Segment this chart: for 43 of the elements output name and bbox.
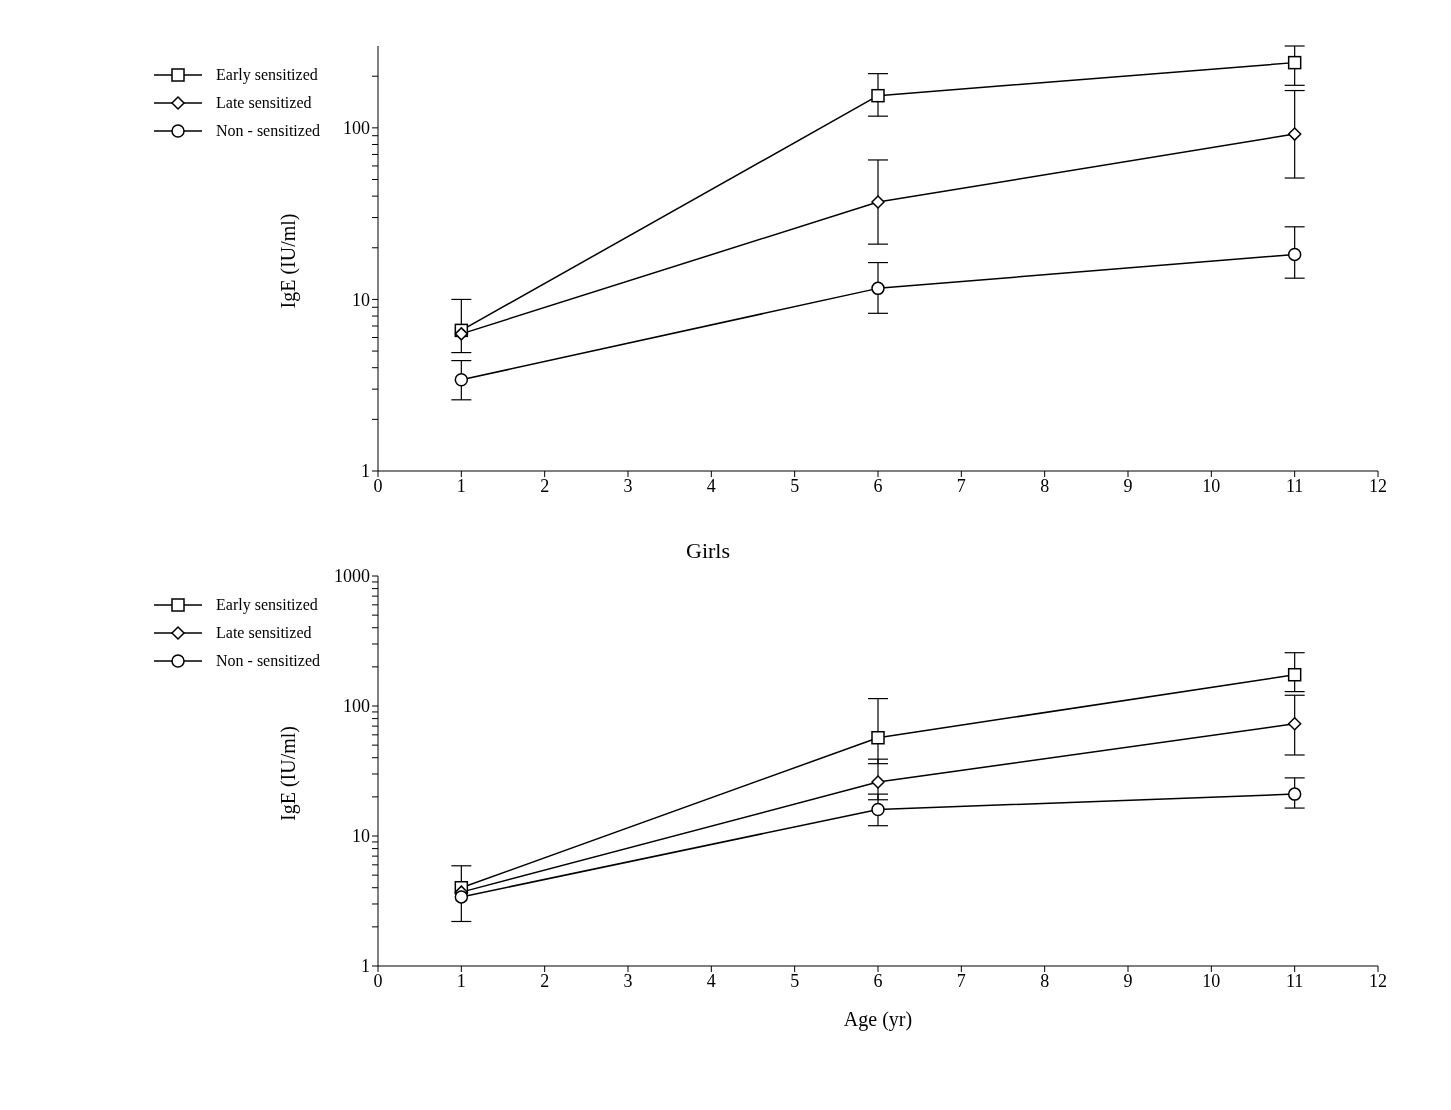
chart-title: Girls xyxy=(685,538,731,565)
legend-label: Non - sensitized xyxy=(216,122,320,140)
legend-label: Late sensitized xyxy=(216,94,312,112)
legend-label: Non - sensitized xyxy=(216,652,320,670)
x-tick-label: 2 xyxy=(540,970,550,991)
y-tick-label: 100 xyxy=(343,696,370,717)
x-tick-label: 12 xyxy=(1369,475,1387,496)
x-tick-label: 6 xyxy=(873,475,883,496)
x-axis-title: Age (yr) xyxy=(843,1008,913,1031)
x-tick-label: 6 xyxy=(873,970,883,991)
x-tick-label: 4 xyxy=(706,970,716,991)
y-tick-label: 1 xyxy=(361,461,370,482)
y-axis-title: IgE (IU/ml) xyxy=(277,726,301,821)
x-tick-label: 10 xyxy=(1202,475,1221,496)
x-tick-label: 0 xyxy=(373,475,383,496)
x-tick-label: 2 xyxy=(540,475,550,496)
x-tick-label: 5 xyxy=(790,970,800,991)
y-tick-label: 10 xyxy=(352,826,370,847)
x-tick-label: 5 xyxy=(790,475,800,496)
x-tick-label: 9 xyxy=(1123,970,1133,991)
x-tick-label: 9 xyxy=(1123,475,1133,496)
y-axis-title: IgE (IU/ml) xyxy=(277,213,301,309)
x-tick-label: 7 xyxy=(956,475,966,496)
x-tick-label: 8 xyxy=(1040,970,1050,991)
x-tick-label: 12 xyxy=(1369,970,1387,991)
x-tick-label: 11 xyxy=(1285,970,1304,991)
x-tick-label: 0 xyxy=(373,970,383,991)
x-tick-label: 1 xyxy=(456,970,466,991)
x-tick-label: 7 xyxy=(956,970,966,991)
y-tick-label: 100 xyxy=(343,118,370,139)
y-tick-label: 1000 xyxy=(334,566,370,587)
x-tick-label: 11 xyxy=(1285,475,1304,496)
y-tick-label: 1 xyxy=(361,956,370,977)
legend-label: Early sensitized xyxy=(216,66,318,84)
x-tick-label: 10 xyxy=(1202,970,1221,991)
y-tick-label: 10 xyxy=(352,289,370,310)
legend-label: Early sensitized xyxy=(216,596,318,614)
legend-label: Late sensitized xyxy=(216,624,312,642)
x-tick-label: 1 xyxy=(456,475,466,496)
x-tick-label: 3 xyxy=(623,475,633,496)
x-tick-label: 3 xyxy=(623,970,633,991)
x-tick-label: 8 xyxy=(1040,475,1050,496)
x-tick-label: 4 xyxy=(706,475,716,496)
